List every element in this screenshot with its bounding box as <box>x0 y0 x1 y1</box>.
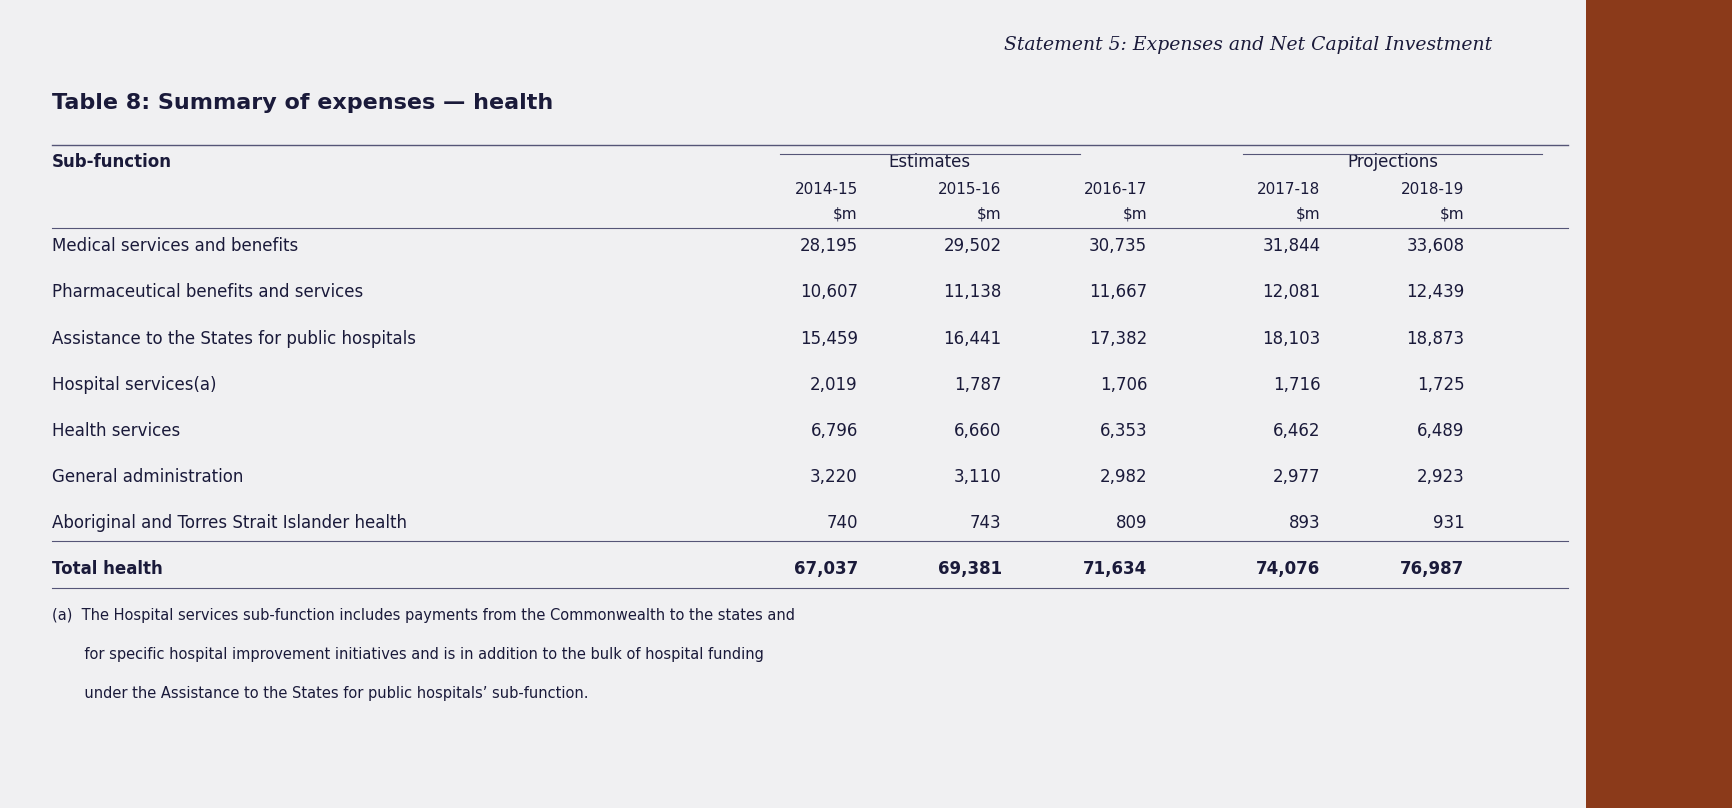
Text: 76,987: 76,987 <box>1399 560 1464 578</box>
Text: $m: $m <box>1122 207 1147 221</box>
Text: 6,462: 6,462 <box>1273 422 1320 440</box>
Text: 2016-17: 2016-17 <box>1082 183 1147 197</box>
Text: (a)  The Hospital services sub-function includes payments from the Commonwealth : (a) The Hospital services sub-function i… <box>52 608 795 624</box>
Text: 18,103: 18,103 <box>1261 330 1320 347</box>
Text: 10,607: 10,607 <box>800 284 857 301</box>
Text: 74,076: 74,076 <box>1256 560 1320 578</box>
Text: 33,608: 33,608 <box>1405 238 1464 255</box>
Text: 740: 740 <box>826 514 857 532</box>
Text: Pharmaceutical benefits and services: Pharmaceutical benefits and services <box>52 284 364 301</box>
Text: $m: $m <box>1296 207 1320 221</box>
Text: 3,110: 3,110 <box>953 468 1001 486</box>
Text: Table 8: Summary of expenses — health: Table 8: Summary of expenses — health <box>52 93 553 113</box>
Text: 2018-19: 2018-19 <box>1399 183 1464 197</box>
Text: 6,489: 6,489 <box>1417 422 1464 440</box>
Text: 2014-15: 2014-15 <box>795 183 857 197</box>
Text: 12,439: 12,439 <box>1405 284 1464 301</box>
Text: 6,660: 6,660 <box>954 422 1001 440</box>
Text: 28,195: 28,195 <box>798 238 857 255</box>
Text: $m: $m <box>833 207 857 221</box>
Text: 12,081: 12,081 <box>1261 284 1320 301</box>
Text: Aboriginal and Torres Strait Islander health: Aboriginal and Torres Strait Islander he… <box>52 514 407 532</box>
Text: 6,796: 6,796 <box>811 422 857 440</box>
Text: 30,735: 30,735 <box>1088 238 1147 255</box>
Text: Total health: Total health <box>52 560 163 578</box>
Text: 11,667: 11,667 <box>1088 284 1147 301</box>
Text: General administration: General administration <box>52 468 242 486</box>
Text: 11,138: 11,138 <box>942 284 1001 301</box>
Text: 2,923: 2,923 <box>1415 468 1464 486</box>
Text: 17,382: 17,382 <box>1088 330 1147 347</box>
Text: 2015-16: 2015-16 <box>937 183 1001 197</box>
Text: 15,459: 15,459 <box>800 330 857 347</box>
Text: 893: 893 <box>1289 514 1320 532</box>
Text: 67,037: 67,037 <box>793 560 857 578</box>
Text: 1,706: 1,706 <box>1100 376 1147 393</box>
Text: Health services: Health services <box>52 422 180 440</box>
Text: 69,381: 69,381 <box>937 560 1001 578</box>
Text: 743: 743 <box>970 514 1001 532</box>
Text: 1,725: 1,725 <box>1417 376 1464 393</box>
Text: 1,787: 1,787 <box>954 376 1001 393</box>
Text: 2017-18: 2017-18 <box>1257 183 1320 197</box>
Text: Hospital services(a): Hospital services(a) <box>52 376 216 393</box>
Text: 71,634: 71,634 <box>1082 560 1147 578</box>
Text: 2,977: 2,977 <box>1273 468 1320 486</box>
Text: Estimates: Estimates <box>889 153 970 170</box>
Text: Projections: Projections <box>1346 153 1438 170</box>
Text: under the Assistance to the States for public hospitals’ sub-function.: under the Assistance to the States for p… <box>52 686 589 701</box>
Text: $m: $m <box>977 207 1001 221</box>
Text: Statement 5: Expenses and Net Capital Investment: Statement 5: Expenses and Net Capital In… <box>1003 36 1491 54</box>
Text: 2,019: 2,019 <box>811 376 857 393</box>
Text: 809: 809 <box>1115 514 1147 532</box>
Text: $m: $m <box>1439 207 1464 221</box>
Text: for specific hospital improvement initiatives and is in addition to the bulk of : for specific hospital improvement initia… <box>52 647 764 663</box>
Text: 2,982: 2,982 <box>1100 468 1147 486</box>
Text: 31,844: 31,844 <box>1261 238 1320 255</box>
Text: Sub-function: Sub-function <box>52 153 171 170</box>
Text: 6,353: 6,353 <box>1100 422 1147 440</box>
Text: 1,716: 1,716 <box>1273 376 1320 393</box>
Text: Medical services and benefits: Medical services and benefits <box>52 238 298 255</box>
Text: 18,873: 18,873 <box>1405 330 1464 347</box>
Text: Assistance to the States for public hospitals: Assistance to the States for public hosp… <box>52 330 416 347</box>
Text: 931: 931 <box>1432 514 1464 532</box>
Text: 29,502: 29,502 <box>942 238 1001 255</box>
Text: 3,220: 3,220 <box>809 468 857 486</box>
Text: 16,441: 16,441 <box>942 330 1001 347</box>
